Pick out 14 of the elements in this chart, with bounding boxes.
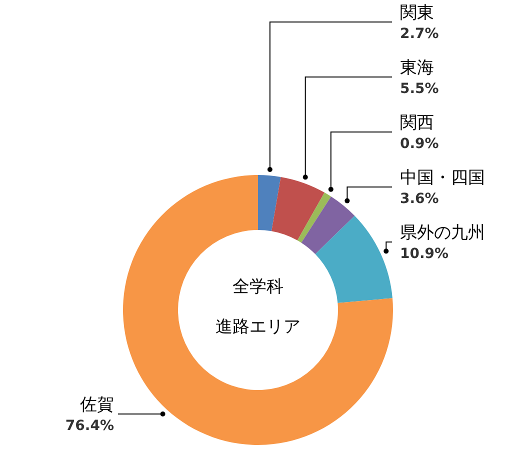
text: 進路エリア <box>216 317 300 337</box>
text: 全学科 <box>232 277 284 297</box>
data-label: 76.4% <box>65 418 114 434</box>
slice-label: 佐賀 <box>80 394 114 415</box>
slice-label: 中国・四国 <box>400 168 485 188</box>
data-label: 5.5% <box>400 81 439 97</box>
data-label: 10.9% <box>400 246 449 262</box>
slice-label: 東海 <box>400 58 434 78</box>
slice-label: 関東 <box>400 3 434 23</box>
slice-label: 県外の九州 <box>400 223 485 243</box>
data-label: 0.9% <box>400 136 439 152</box>
slice-label: 関西 <box>400 113 434 133</box>
data-label: 2.7% <box>400 26 439 42</box>
data-label: 3.6% <box>400 191 439 207</box>
